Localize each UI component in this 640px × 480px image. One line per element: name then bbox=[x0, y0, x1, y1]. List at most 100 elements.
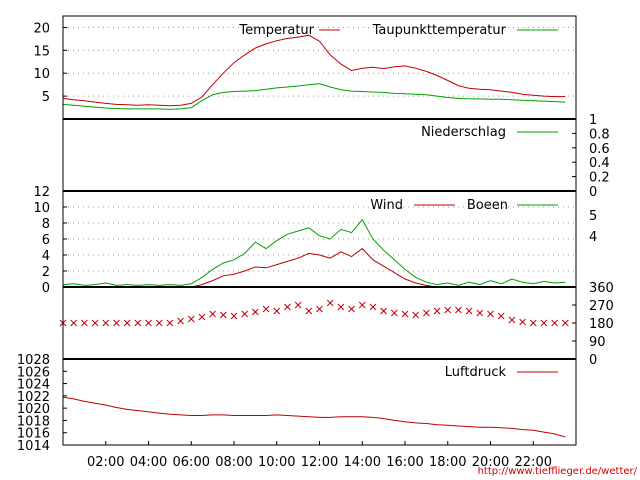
x-tick-label: 10:00 bbox=[258, 455, 295, 470]
wind-direction-point bbox=[113, 319, 120, 327]
wind-direction-point bbox=[497, 312, 505, 320]
wind-direction-point bbox=[155, 319, 163, 327]
wind-direction-point bbox=[305, 307, 313, 315]
wind-direction-point bbox=[326, 299, 334, 307]
wind-direction-point bbox=[455, 306, 462, 314]
wind-direction-point bbox=[519, 318, 526, 326]
wind-direction-point bbox=[241, 310, 249, 318]
label-layer: 02:00 04:00 06:00 08:00 10:00 12:00 14:00 16:00… bbox=[17, 21, 614, 470]
wind-direction-point bbox=[81, 319, 88, 327]
temp-y-tick-label: 10 bbox=[33, 67, 50, 82]
wind-y-tick-label: 8 bbox=[42, 217, 50, 232]
x-tick-label: 18:00 bbox=[429, 455, 466, 470]
wind-direction-point bbox=[465, 307, 473, 315]
x-tick-label: 22:00 bbox=[515, 455, 552, 470]
wind-direction-point bbox=[198, 313, 206, 321]
pressure-y-tick-label: 1028 bbox=[17, 353, 50, 368]
pressure-y-tick-label: 1016 bbox=[17, 427, 50, 442]
wind-direction-point bbox=[348, 305, 355, 313]
wind-direction-point bbox=[294, 301, 302, 309]
wind-direction-point bbox=[134, 319, 142, 327]
chart-frame bbox=[62, 15, 577, 446]
wind-direction-point bbox=[540, 319, 548, 327]
legend-wind-label: Wind bbox=[370, 198, 403, 213]
direction-y-tick-label: 180 bbox=[589, 317, 614, 332]
precip-y-tick-label: 1 bbox=[589, 113, 597, 128]
wind-direction-point bbox=[230, 312, 238, 320]
wind-direction-point bbox=[316, 305, 323, 313]
wind-direction-point bbox=[209, 310, 216, 318]
dewpoint-line bbox=[62, 83, 566, 110]
precip-y-tick-label: 0.2 bbox=[589, 171, 610, 186]
wind-y-tick-label: 12 bbox=[33, 185, 50, 200]
x-tick-label: 08:00 bbox=[215, 455, 252, 470]
direction-y-tick-label: 90 bbox=[589, 335, 606, 350]
source-credit: http://www.tiefflieger.de/wetter/ bbox=[477, 466, 637, 477]
wind-direction-point bbox=[337, 303, 345, 311]
wind-direction-point bbox=[91, 319, 99, 327]
legend-gust-label: Boeen bbox=[467, 198, 508, 213]
legend-temperature-label: Temperatur bbox=[238, 23, 314, 38]
wind-y-tick-label: 2 bbox=[42, 265, 50, 280]
wind-y-tick-label: 4 bbox=[42, 249, 50, 264]
wind-direction-point bbox=[262, 305, 270, 313]
gust-line bbox=[62, 218, 566, 286]
wind-direction-point bbox=[123, 319, 131, 327]
wind-direction-point bbox=[369, 303, 377, 311]
pressure-y-tick-label: 1018 bbox=[17, 414, 50, 429]
x-tick-label: 12:00 bbox=[301, 455, 338, 470]
wind-direction-point bbox=[358, 301, 366, 309]
wind-direction-point bbox=[70, 319, 78, 327]
pressure-y-tick-label: 1022 bbox=[17, 390, 50, 405]
wind-direction-point bbox=[219, 311, 227, 319]
wind-direction-point bbox=[508, 316, 516, 324]
wind-direction-point bbox=[380, 307, 387, 315]
temp-y-tick-label: 15 bbox=[33, 44, 50, 59]
wind-direction-point bbox=[487, 310, 494, 318]
wind-direction-point bbox=[102, 319, 110, 327]
precip-y-tick-label: 0.4 bbox=[589, 156, 610, 171]
x-tick-label: 14:00 bbox=[344, 455, 381, 470]
pressure-y-tick-label: 1026 bbox=[17, 365, 50, 380]
legend-dewpoint-label: Taupunkttemperatur bbox=[372, 23, 507, 38]
wind-direction-point bbox=[145, 319, 152, 327]
wind-direction-point bbox=[284, 303, 291, 311]
pressure-y-tick-label: 1014 bbox=[17, 439, 50, 454]
wind-direction-point bbox=[177, 317, 184, 325]
direction-y-tick-label: 0 bbox=[589, 353, 597, 368]
pressure-line bbox=[62, 396, 566, 438]
grid-layer bbox=[63, 26, 576, 272]
x-tick-label: 20:00 bbox=[472, 455, 509, 470]
wind-y-tick-label: 6 bbox=[42, 233, 50, 248]
precip-y-tick-label: 0.8 bbox=[589, 127, 610, 142]
precip-y-tick-label: 0 bbox=[589, 185, 597, 200]
temp-y-tick-label: 20 bbox=[33, 21, 50, 36]
x-tick-label: 06:00 bbox=[173, 455, 210, 470]
precip-y-tick-label: 0.6 bbox=[589, 142, 610, 157]
temp-y-tick-label: 5 bbox=[42, 90, 50, 105]
legend-pressure-label: Luftdruck bbox=[445, 365, 507, 380]
wind-right-tick-label: 4 bbox=[589, 230, 597, 245]
plot-background bbox=[63, 16, 576, 445]
pressure-y-tick-label: 1024 bbox=[17, 378, 50, 393]
wind-direction-point bbox=[551, 319, 558, 327]
direction-y-tick-label: 270 bbox=[589, 299, 614, 314]
direction-y-tick-label: 360 bbox=[589, 281, 614, 296]
wind-direction-point bbox=[273, 307, 281, 315]
legend-precipitation-label: Niederschlag bbox=[421, 125, 506, 140]
x-tick-label: 16:00 bbox=[386, 455, 423, 470]
wind-direction-point bbox=[166, 319, 174, 327]
wind-direction-point bbox=[433, 307, 441, 315]
wind-direction-point bbox=[423, 309, 430, 317]
wind-direction-point bbox=[187, 315, 195, 323]
wind-direction-point bbox=[390, 309, 398, 317]
wind-direction-point bbox=[561, 319, 569, 327]
temperature-line bbox=[62, 34, 566, 107]
wind-right-tick-label: 5 bbox=[589, 209, 597, 224]
wind-y-tick-label: 0 bbox=[42, 281, 50, 296]
pressure-y-tick-label: 1020 bbox=[17, 402, 50, 417]
wind-direction-point bbox=[476, 309, 484, 317]
wind-direction-point bbox=[412, 311, 420, 319]
wind-direction-point bbox=[529, 319, 537, 327]
